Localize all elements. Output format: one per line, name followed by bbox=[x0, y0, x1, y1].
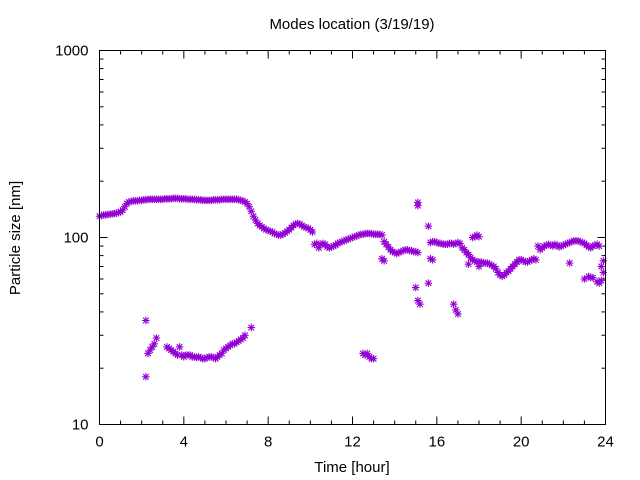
y-axis-label: Particle size [nm] bbox=[7, 181, 24, 295]
y-tick-label: 100 bbox=[63, 230, 88, 247]
data-point bbox=[369, 354, 378, 363]
data-point bbox=[308, 228, 317, 236]
data-point bbox=[597, 276, 606, 285]
data-point bbox=[416, 300, 424, 308]
data-point bbox=[475, 262, 483, 271]
x-tick-label: 16 bbox=[428, 434, 445, 451]
y-tick-label: 10 bbox=[72, 417, 89, 434]
x-tick-label: 12 bbox=[344, 434, 361, 451]
data-point bbox=[414, 198, 422, 207]
data-point bbox=[380, 257, 388, 265]
data-point bbox=[150, 340, 159, 348]
data-point bbox=[175, 343, 184, 351]
data-point bbox=[424, 279, 433, 287]
data-point bbox=[428, 256, 437, 264]
tick-labels: 0 4 8 12 16 20 24 10 100 1000 bbox=[55, 43, 614, 451]
data-point bbox=[597, 262, 606, 271]
y-tick-label: 1000 bbox=[55, 43, 88, 60]
data-point bbox=[378, 231, 386, 239]
data-point bbox=[424, 222, 433, 230]
data-point bbox=[595, 242, 603, 250]
x-tick-label: 24 bbox=[597, 434, 614, 451]
plot-frame bbox=[99, 50, 606, 425]
x-axis-label: Time [hour] bbox=[314, 459, 389, 476]
x-tick-label: 4 bbox=[180, 434, 188, 451]
data-point bbox=[173, 351, 182, 359]
data-point bbox=[142, 373, 150, 381]
data-point bbox=[454, 310, 462, 318]
data-point bbox=[464, 260, 473, 268]
data-point bbox=[241, 331, 249, 340]
x-tick-label: 8 bbox=[264, 434, 272, 451]
data-point bbox=[142, 316, 150, 325]
data-point bbox=[475, 232, 483, 241]
x-tick-label: 20 bbox=[513, 434, 530, 451]
x-tick-label: 0 bbox=[95, 434, 103, 451]
chart-title: Modes location (3/19/19) bbox=[269, 16, 434, 33]
data-point bbox=[247, 323, 256, 332]
data-point bbox=[411, 283, 420, 292]
data-points bbox=[95, 194, 608, 381]
data-point bbox=[532, 256, 540, 264]
data-point bbox=[414, 248, 422, 257]
data-point bbox=[152, 334, 161, 342]
data-point bbox=[449, 300, 458, 308]
data-point bbox=[565, 259, 574, 267]
